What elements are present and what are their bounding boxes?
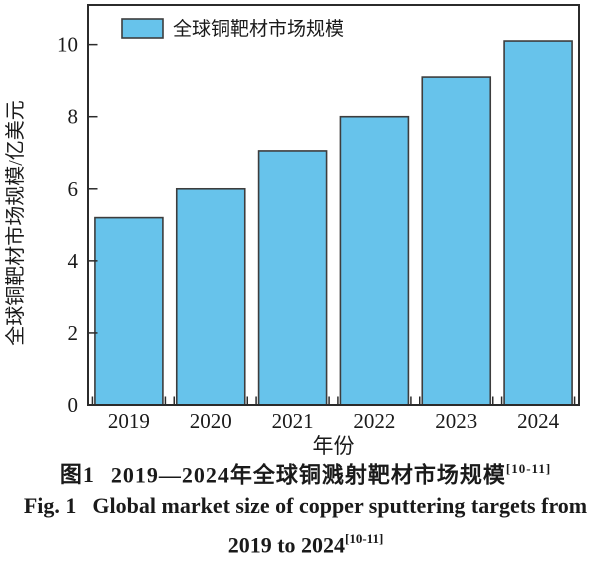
y-tick-label-6: 6	[68, 177, 79, 201]
legend-swatch	[121, 18, 164, 39]
caption-chinese-number: 图1	[59, 462, 95, 488]
bar-chart: 2019 2020 2021 2022 2023 2024 0 2 4 6 8 10 年份 全球铜靶材市场…	[4, 4, 580, 455]
bar-2021	[257, 150, 328, 406]
caption-english-number: Fig. 1	[23, 493, 77, 519]
y-tick-label-0: 0	[68, 393, 79, 417]
caption-chinese: 图1 2019—2024年全球铜溅射靶材市场规模[10-11]	[0, 456, 611, 489]
caption-chinese-reference: [10-11]	[505, 461, 552, 476]
y-axis-title: 全球铜靶材市场规模/亿美元	[4, 100, 27, 346]
y-tick-label-10: 10	[57, 33, 78, 57]
x-tick-label-2019: 2019	[108, 409, 150, 433]
caption-english-line1: Fig. 1 Global market size of copper sputt…	[0, 489, 611, 522]
caption-english-line2: 2019 to 2024[10-11]	[0, 522, 611, 563]
x-tick-label-2024: 2024	[517, 409, 560, 433]
x-tick-label-2020: 2020	[190, 409, 232, 433]
caption-english-line2-text: 2019 to 2024	[227, 532, 346, 558]
caption-english-text: Global market size of copper sputtering …	[92, 493, 588, 519]
x-tick-label-2022: 2022	[353, 409, 395, 433]
x-tick-label-2023: 2023	[435, 409, 477, 433]
x-axis-title: 年份	[313, 434, 355, 455]
plot-frame	[87, 4, 580, 406]
y-tick-label-8: 8	[68, 105, 79, 129]
bar-2023	[421, 76, 492, 406]
bar-2024	[503, 40, 573, 406]
y-tick-label-4: 4	[68, 249, 79, 273]
x-tick-label-2021: 2021	[272, 409, 314, 433]
y-tick-label-2: 2	[68, 321, 79, 345]
legend-label: 全球铜靶材市场规模	[173, 18, 344, 40]
caption-chinese-text: 2019—2024年全球铜溅射靶材市场规模	[110, 462, 506, 488]
bar-2020	[175, 187, 246, 406]
bar-2022	[339, 115, 410, 406]
caption-english-reference: [10-11]	[345, 531, 384, 547]
bar-2019	[94, 216, 164, 406]
